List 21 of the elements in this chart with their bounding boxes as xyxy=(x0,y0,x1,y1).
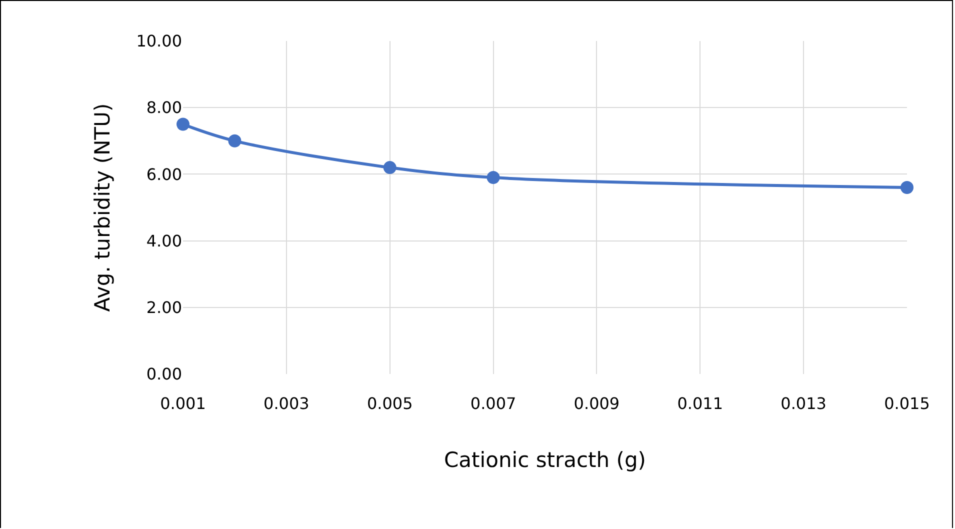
y-tick-label: 8.00 xyxy=(146,98,182,118)
y-tick-label: 10.00 xyxy=(136,32,182,51)
y-tick-label: 0.00 xyxy=(146,364,182,384)
y-tick-label: 4.00 xyxy=(146,231,182,250)
y-tick-label: 6.00 xyxy=(146,164,182,184)
x-tick-label: 0.003 xyxy=(264,394,310,413)
x-axis-title: Cationic stracth (g) xyxy=(444,448,646,472)
x-tick-label: 0.007 xyxy=(470,394,516,413)
point xyxy=(900,181,914,194)
x-tick-label: 0.015 xyxy=(884,394,930,413)
point xyxy=(486,171,500,184)
x-tick-label: 0.013 xyxy=(780,394,826,413)
x-tick-label: 0.009 xyxy=(574,394,620,413)
x-tick-label: 0.011 xyxy=(677,394,724,413)
x-tick-label: 0.001 xyxy=(160,394,206,413)
y-tick-label: 2.00 xyxy=(146,298,182,317)
point xyxy=(383,161,396,174)
point xyxy=(228,134,242,148)
x-tick-label: 0.005 xyxy=(366,394,413,413)
y-axis-title: Avg. turbidity (NTU) xyxy=(90,103,114,312)
point xyxy=(176,118,190,131)
